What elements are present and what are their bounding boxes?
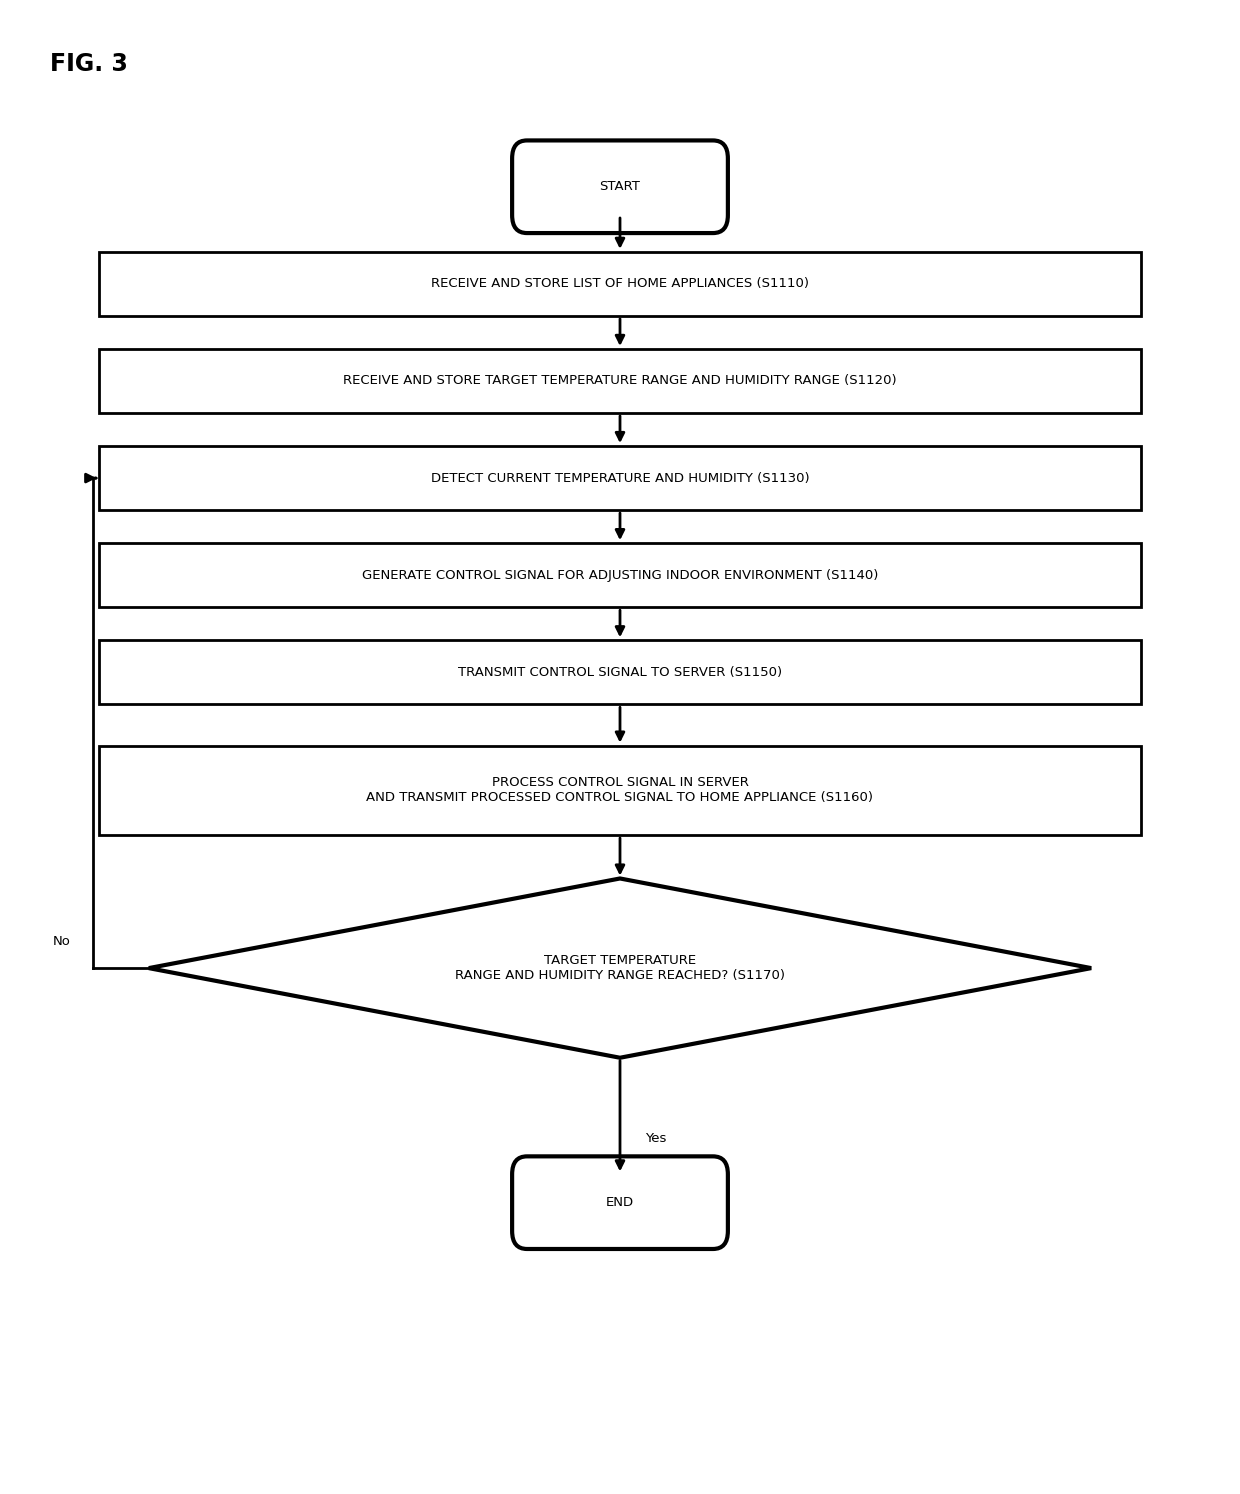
Text: Yes: Yes [645, 1132, 666, 1144]
Text: RECEIVE AND STORE TARGET TEMPERATURE RANGE AND HUMIDITY RANGE (S1120): RECEIVE AND STORE TARGET TEMPERATURE RAN… [343, 375, 897, 387]
FancyBboxPatch shape [512, 1156, 728, 1249]
Text: GENERATE CONTROL SIGNAL FOR ADJUSTING INDOOR ENVIRONMENT (S1140): GENERATE CONTROL SIGNAL FOR ADJUSTING IN… [362, 569, 878, 581]
Text: RECEIVE AND STORE LIST OF HOME APPLIANCES (S1110): RECEIVE AND STORE LIST OF HOME APPLIANCE… [432, 278, 808, 290]
Polygon shape [149, 878, 1091, 1058]
Text: No: No [53, 935, 71, 947]
Text: FIG. 3: FIG. 3 [50, 52, 128, 76]
Bar [99, 445, 1141, 509]
Text: PROCESS CONTROL SIGNAL IN SERVER
AND TRANSMIT PROCESSED CONTROL SIGNAL TO HOME A: PROCESS CONTROL SIGNAL IN SERVER AND TRA… [367, 777, 873, 804]
Bar [99, 639, 1141, 705]
Bar [99, 746, 1141, 835]
Text: TARGET TEMPERATURE
RANGE AND HUMIDITY RANGE REACHED? (S1170): TARGET TEMPERATURE RANGE AND HUMIDITY RA… [455, 955, 785, 982]
Bar [99, 348, 1141, 412]
Bar [99, 542, 1141, 607]
Text: START: START [600, 181, 640, 193]
Text: END: END [606, 1197, 634, 1209]
FancyBboxPatch shape [512, 140, 728, 233]
Text: TRANSMIT CONTROL SIGNAL TO SERVER (S1150): TRANSMIT CONTROL SIGNAL TO SERVER (S1150… [458, 666, 782, 678]
Bar [99, 251, 1141, 315]
Text: DETECT CURRENT TEMPERATURE AND HUMIDITY (S1130): DETECT CURRENT TEMPERATURE AND HUMIDITY … [430, 472, 810, 484]
